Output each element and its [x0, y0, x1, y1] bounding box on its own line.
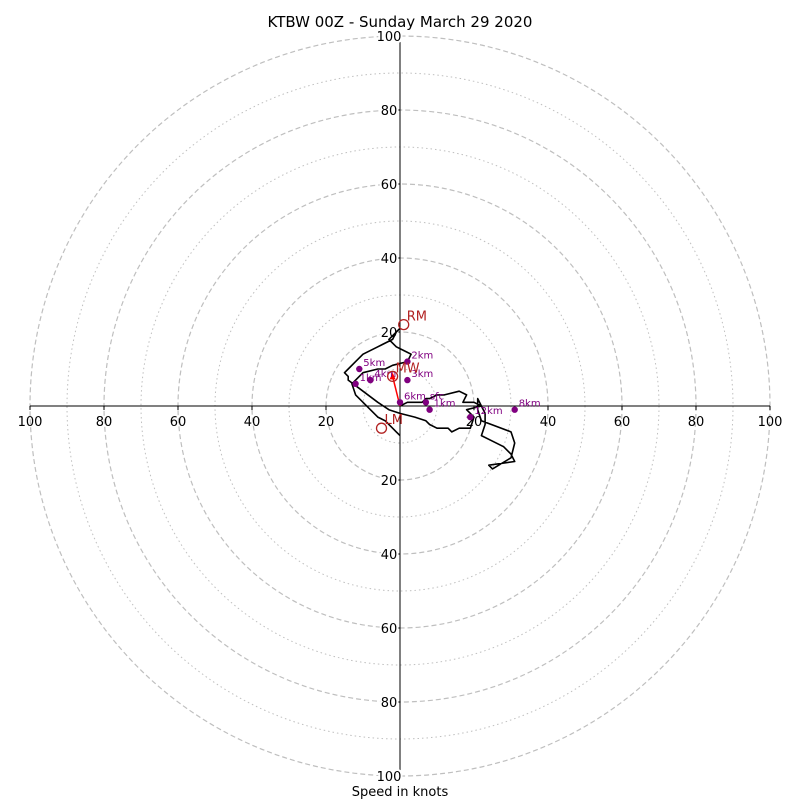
height-marker-point [422, 399, 430, 406]
height-marker-label: 1km [434, 399, 456, 410]
height-marker-point [426, 406, 433, 413]
y-tick-label: 100 [377, 30, 402, 45]
storm-motion-label: RM [407, 310, 427, 325]
height-marker-label: 8km [519, 399, 541, 410]
height-marker-point [396, 399, 404, 406]
x-tick-label: 60 [170, 415, 187, 430]
y-tick-label: 20 [381, 474, 398, 489]
y-tick-label: 40 [381, 548, 398, 563]
storm-motion-point [375, 422, 388, 434]
storm-motion-point [386, 370, 399, 383]
y-tick-label: 60 [381, 622, 398, 637]
tick-labels: 100 80 60 40 20 20 40 60 80 100100806040202040608… [18, 28, 783, 787]
x-tick-label: 100 [758, 415, 783, 430]
height-marker-point [511, 406, 518, 413]
height-marker-point [356, 365, 363, 373]
chart-title: KTBW 00Z - Sunday March 29 2020 [268, 13, 533, 31]
x-axis-label: Speed in knots [352, 785, 449, 800]
y-tick-label: 80 [381, 696, 398, 711]
height-marker-label: 2km [411, 351, 433, 362]
storm-motion-label: LM [385, 413, 403, 428]
y-tick-label: 100 [377, 770, 402, 785]
y-tick-label: 80 [381, 104, 398, 119]
storm-motion-point [398, 318, 410, 331]
x-tick-label: 80 [688, 415, 705, 430]
height-marker-label: 5km [363, 358, 385, 369]
hodograph-line [343, 327, 516, 470]
y-tick-label: 40 [381, 252, 398, 267]
storm-motion-label: MW [396, 361, 420, 376]
height-marker-label: 3km [411, 369, 433, 380]
x-tick-label: 80 [96, 415, 113, 430]
x-tick-label: 100 [18, 415, 43, 430]
x-tick-label: 40 [244, 415, 261, 430]
y-tick-label: 60 [381, 178, 398, 193]
height-marker-label: 6km [404, 391, 426, 402]
x-tick-label: 40 [540, 415, 557, 430]
storm-motion-markers: RM LM MW [375, 310, 427, 434]
height-marker-label: sfc [430, 391, 444, 402]
height-marker-label: 4km [374, 369, 396, 380]
x-tick-label: 60 [614, 415, 631, 430]
height-marker-label: 12km [474, 406, 502, 417]
height-marker-point [367, 376, 374, 384]
height-marker-point [352, 380, 359, 387]
height-marker-label: 1km [360, 373, 382, 384]
mean-wind-arrowhead [389, 372, 396, 380]
height-marker-point [467, 413, 474, 421]
height-marker-point [404, 358, 411, 365]
height-marker-point [404, 376, 411, 384]
x-tick-label: 20 [318, 415, 335, 430]
